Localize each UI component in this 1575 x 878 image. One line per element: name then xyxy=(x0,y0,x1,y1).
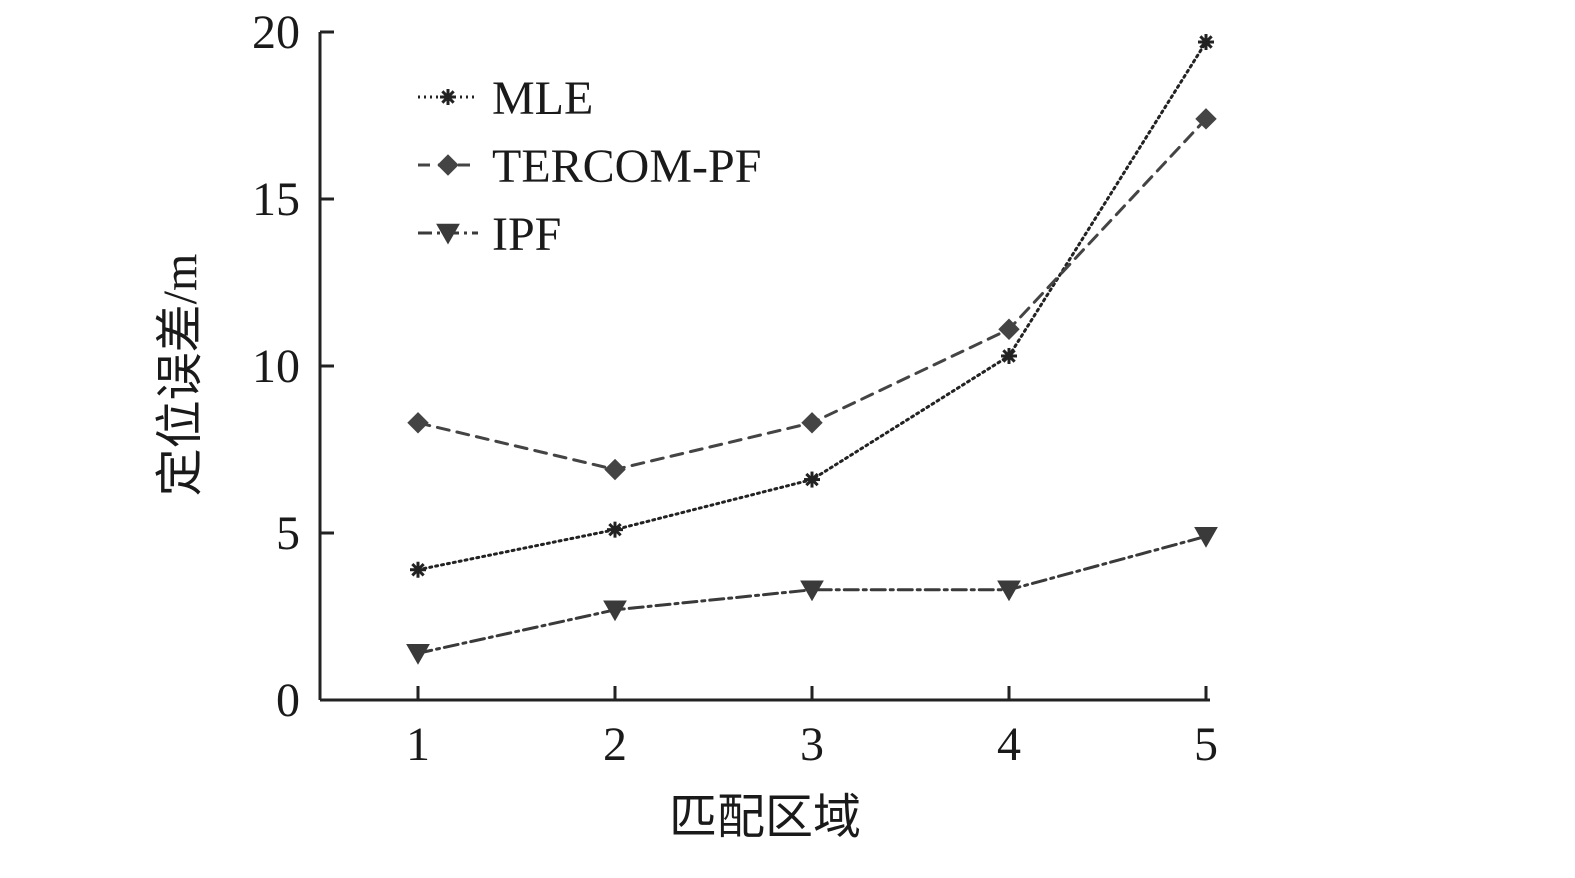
legend-label: MLE xyxy=(492,72,593,125)
data-point xyxy=(997,580,1021,602)
data-point xyxy=(801,412,823,434)
data-point xyxy=(998,318,1020,340)
x-axis-title: 匹配区域 xyxy=(669,791,861,844)
data-point xyxy=(410,561,426,578)
series-ipf xyxy=(406,527,1218,665)
y-tick-label: 20 xyxy=(252,6,300,59)
legend-item: IPF xyxy=(418,208,561,261)
legend-marker xyxy=(440,89,456,105)
series-mle xyxy=(410,34,1214,578)
x-tick-label: 3 xyxy=(800,718,824,771)
data-point xyxy=(800,580,824,602)
legend-label: IPF xyxy=(492,208,561,261)
y-axis-title: 定位误差/m xyxy=(154,254,207,497)
data-point xyxy=(603,600,627,622)
y-tick-label: 15 xyxy=(252,173,300,226)
legend-label: TERCOM-PF xyxy=(492,140,761,193)
legend-marker xyxy=(437,154,459,176)
x-tick-label: 5 xyxy=(1194,718,1218,771)
x-tick-label: 2 xyxy=(603,718,627,771)
data-point xyxy=(1194,527,1218,548)
data-point xyxy=(1198,34,1214,51)
data-point xyxy=(406,643,430,665)
data-point xyxy=(604,458,626,481)
y-tick-label: 10 xyxy=(252,340,300,393)
data-point xyxy=(1195,108,1217,130)
data-point xyxy=(407,412,429,434)
legend-item: MLE xyxy=(418,72,593,125)
data-point xyxy=(804,471,820,488)
legend-marker xyxy=(436,223,460,245)
x-ticks: 1 2 3 4 5 xyxy=(406,686,1218,771)
y-tick-label: 5 xyxy=(276,507,300,560)
series-tercom-pf xyxy=(407,108,1217,481)
legend: MLE TERCOM-PF IPF xyxy=(418,72,761,261)
data-point xyxy=(1001,347,1017,364)
y-tick-label: 0 xyxy=(276,674,300,727)
series-layer xyxy=(406,34,1218,665)
x-tick-label: 4 xyxy=(997,718,1021,771)
legend-item: TERCOM-PF xyxy=(418,140,761,193)
axes xyxy=(318,32,1210,702)
data-point xyxy=(607,521,623,538)
x-tick-label: 1 xyxy=(406,718,430,771)
y-ticks: 0 5 10 15 20 xyxy=(252,6,334,727)
